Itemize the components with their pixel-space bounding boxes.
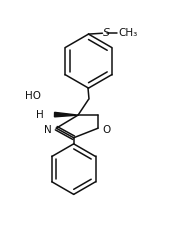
- Text: H: H: [36, 110, 44, 120]
- Text: O: O: [102, 125, 110, 135]
- Text: N: N: [44, 126, 52, 135]
- Polygon shape: [55, 112, 78, 117]
- Text: CH₃: CH₃: [118, 28, 137, 38]
- Text: S: S: [103, 28, 110, 38]
- Text: HO: HO: [25, 91, 41, 101]
